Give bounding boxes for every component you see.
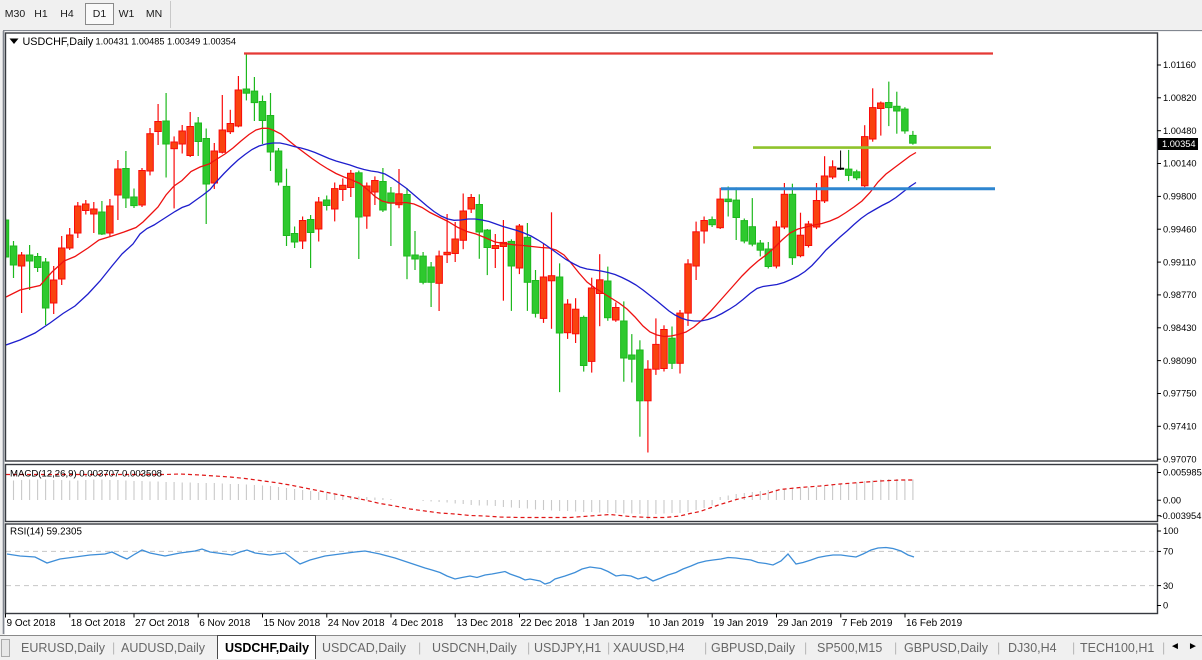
svg-text:0.97410: 0.97410 (1163, 422, 1197, 432)
svg-text:RSI(14) 59.2305: RSI(14) 59.2305 (10, 527, 82, 538)
svg-text:USDCHF,Daily: USDCHF,Daily (23, 36, 94, 48)
svg-text:100: 100 (1163, 526, 1179, 536)
svg-text:29 Jan 2019: 29 Jan 2019 (778, 618, 833, 629)
svg-text:16 Feb 2019: 16 Feb 2019 (906, 618, 963, 629)
svg-text:13 Dec 2018: 13 Dec 2018 (456, 618, 513, 629)
svg-text:4 Dec 2018: 4 Dec 2018 (392, 618, 444, 629)
svg-text:70: 70 (1163, 547, 1173, 557)
svg-text:0.98430: 0.98430 (1163, 323, 1197, 333)
svg-text:0.99460: 0.99460 (1163, 224, 1197, 234)
svg-text:27 Oct 2018: 27 Oct 2018 (135, 618, 190, 629)
svg-text:0.00: 0.00 (1163, 495, 1181, 505)
svg-text:30: 30 (1163, 581, 1173, 591)
svg-text:0.99800: 0.99800 (1163, 192, 1197, 202)
svg-text:18 Oct 2018: 18 Oct 2018 (71, 618, 126, 629)
svg-text:0.97750: 0.97750 (1163, 389, 1197, 399)
svg-text:22 Dec 2018: 22 Dec 2018 (521, 618, 578, 629)
svg-text:0.98090: 0.98090 (1163, 356, 1197, 366)
svg-text:15 Nov 2018: 15 Nov 2018 (264, 618, 321, 629)
svg-text:1.00480: 1.00480 (1163, 126, 1197, 136)
svg-text:0.97070: 0.97070 (1163, 454, 1197, 464)
svg-text:1.01160: 1.01160 (1163, 60, 1196, 70)
svg-text:0: 0 (1163, 601, 1168, 611)
svg-text:1.00820: 1.00820 (1163, 93, 1197, 103)
svg-text:MACD(12,26,9) 0.003707 0.00350: MACD(12,26,9) 0.003707 0.003508 (10, 469, 162, 480)
svg-text:1.00431 1.00485 1.00349 1.0035: 1.00431 1.00485 1.00349 1.00354 (96, 37, 237, 47)
svg-text:-0.003954: -0.003954 (1160, 511, 1202, 521)
svg-text:1.00354: 1.00354 (1162, 139, 1196, 149)
svg-text:7 Feb 2019: 7 Feb 2019 (842, 618, 893, 629)
svg-text:24 Nov 2018: 24 Nov 2018 (328, 618, 385, 629)
svg-text:1 Jan 2019: 1 Jan 2019 (585, 618, 635, 629)
svg-text:19 Jan 2019: 19 Jan 2019 (713, 618, 768, 629)
svg-text:9 Oct 2018: 9 Oct 2018 (7, 618, 56, 629)
svg-text:0.98770: 0.98770 (1163, 290, 1197, 300)
svg-text:0.99110: 0.99110 (1163, 257, 1196, 267)
svg-text:10 Jan 2019: 10 Jan 2019 (649, 618, 704, 629)
svg-text:0.005985: 0.005985 (1163, 468, 1202, 478)
svg-text:6 Nov 2018: 6 Nov 2018 (199, 618, 251, 629)
svg-text:1.00140: 1.00140 (1163, 159, 1197, 169)
